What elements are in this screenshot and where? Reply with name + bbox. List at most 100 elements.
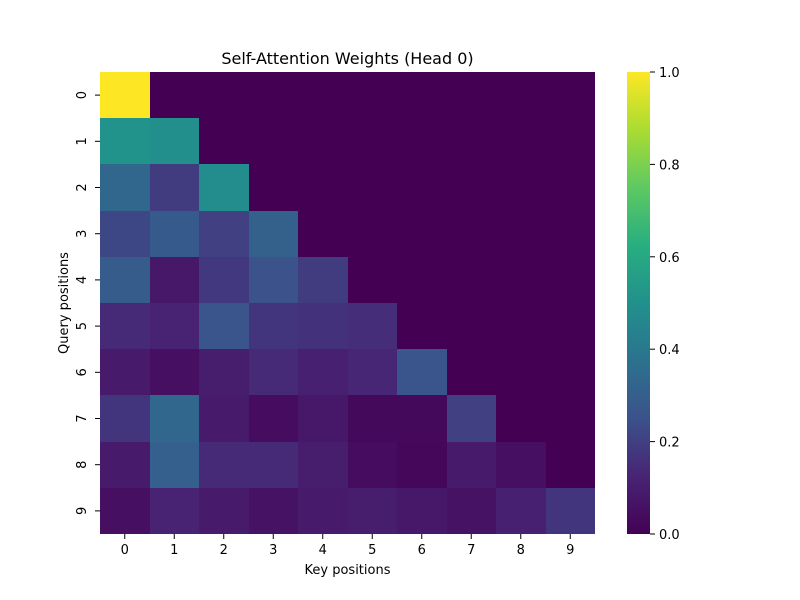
heatmap-cell	[447, 349, 496, 395]
heatmap-cell	[546, 349, 595, 395]
heatmap-cell	[348, 257, 397, 303]
heatmap-cell	[150, 395, 199, 442]
heatmap-cell	[546, 164, 595, 211]
heatmap-cell	[298, 164, 348, 211]
y-tick-label: 0	[75, 91, 90, 99]
heatmap-cell	[496, 349, 546, 395]
heatmap-cell	[348, 303, 397, 349]
heatmap-cell	[298, 118, 348, 164]
heatmap-cell	[447, 303, 496, 349]
heatmap-cell	[397, 72, 447, 118]
heatmap-cell	[199, 164, 249, 211]
heatmap-cell	[348, 488, 397, 534]
y-axis-ticks: 0 1 2 3 4 5 6 7 8 9	[75, 91, 100, 515]
heatmap-cell	[150, 211, 199, 257]
x-tick-label: 9	[566, 543, 574, 558]
heatmap-cell	[447, 442, 496, 488]
colorbar-tick-label: 0.2	[659, 436, 680, 451]
heatmap-cell	[100, 349, 150, 395]
colorbar-ticks: 0.0 0.2 0.4 0.6 0.8 1.0	[650, 66, 680, 543]
y-tick-label: 1	[75, 137, 90, 145]
heatmap-cell	[199, 395, 249, 442]
y-tick-label: 4	[75, 276, 90, 284]
heatmap-cell	[150, 488, 199, 534]
heatmap-cell	[348, 118, 397, 164]
x-tick-label: 2	[220, 543, 228, 558]
heatmap-cell	[546, 395, 595, 442]
heatmap-cell	[397, 303, 447, 349]
x-tick-label: 7	[467, 543, 475, 558]
heatmap-cell	[199, 488, 249, 534]
y-tick-label: 2	[75, 183, 90, 191]
y-tick-label: 7	[75, 414, 90, 422]
heatmap-cell	[546, 257, 595, 303]
heatmap-cell	[100, 164, 150, 211]
heatmap-cell	[447, 72, 496, 118]
heatmap-cell	[496, 118, 546, 164]
heatmap-cell	[447, 118, 496, 164]
heatmap-cell	[298, 211, 348, 257]
heatmap-cell	[249, 72, 298, 118]
heatmap-cell	[546, 211, 595, 257]
heatmap-cell	[447, 164, 496, 211]
heatmap-cell	[496, 211, 546, 257]
x-axis-label: Key positions	[305, 563, 391, 578]
heatmap-cell	[546, 488, 595, 534]
heatmap-cell	[348, 164, 397, 211]
y-tick-label: 9	[75, 507, 90, 515]
heatmap-cell	[298, 303, 348, 349]
heatmap-cell	[496, 303, 546, 349]
y-tick-label: 6	[75, 368, 90, 376]
heatmap-cell	[546, 303, 595, 349]
colorbar-tick-label: 0.8	[659, 158, 680, 173]
colorbar-tick-label: 0.0	[659, 528, 680, 543]
heatmap-cell	[150, 349, 199, 395]
heatmap-cell	[397, 488, 447, 534]
y-tick-label: 5	[75, 322, 90, 330]
colorbar-tick-label: 0.6	[659, 251, 680, 266]
x-tick-label: 5	[368, 543, 376, 558]
heatmap-cell	[447, 488, 496, 534]
x-tick-label: 8	[517, 543, 525, 558]
y-tick-label: 3	[75, 230, 90, 238]
heatmap-cell	[348, 211, 397, 257]
colorbar	[627, 72, 650, 534]
heatmap-cell	[249, 488, 298, 534]
y-axis-label: Query positions	[57, 252, 72, 354]
heatmap-cell	[249, 211, 298, 257]
heatmap-cell	[397, 118, 447, 164]
heatmap-cell	[397, 349, 447, 395]
x-tick-label: 0	[121, 543, 129, 558]
heatmap-cell	[496, 442, 546, 488]
colorbar-tick-label: 1.0	[659, 66, 680, 81]
heatmap-cell	[100, 72, 150, 118]
x-tick-label: 4	[319, 543, 327, 558]
x-tick-label: 6	[418, 543, 426, 558]
heatmap-cell	[249, 349, 298, 395]
x-tick-label: 3	[269, 543, 277, 558]
x-tick-label: 1	[170, 543, 178, 558]
heatmap-cell	[199, 349, 249, 395]
heatmap-cell	[397, 257, 447, 303]
heatmap-cell	[348, 349, 397, 395]
heatmap-cell	[546, 442, 595, 488]
colorbar-tick-label: 0.4	[659, 343, 680, 358]
heatmap-cell	[546, 118, 595, 164]
heatmap-cell	[298, 257, 348, 303]
heatmap-cell	[150, 257, 199, 303]
chart-title: Self-Attention Weights (Head 0)	[221, 49, 473, 68]
heatmap-cell	[150, 72, 199, 118]
heatmap-cell	[496, 164, 546, 211]
heatmap-cell	[298, 349, 348, 395]
heatmap-cell	[150, 118, 199, 164]
heatmap-cell	[199, 72, 249, 118]
heatmap-cell	[150, 442, 199, 488]
heatmap-cells	[100, 72, 595, 534]
heatmap-cell	[397, 395, 447, 442]
heatmap-cell	[249, 303, 298, 349]
heatmap-cell	[100, 303, 150, 349]
heatmap-cell	[447, 257, 496, 303]
heatmap-cell	[249, 395, 298, 442]
heatmap-cell	[100, 118, 150, 164]
